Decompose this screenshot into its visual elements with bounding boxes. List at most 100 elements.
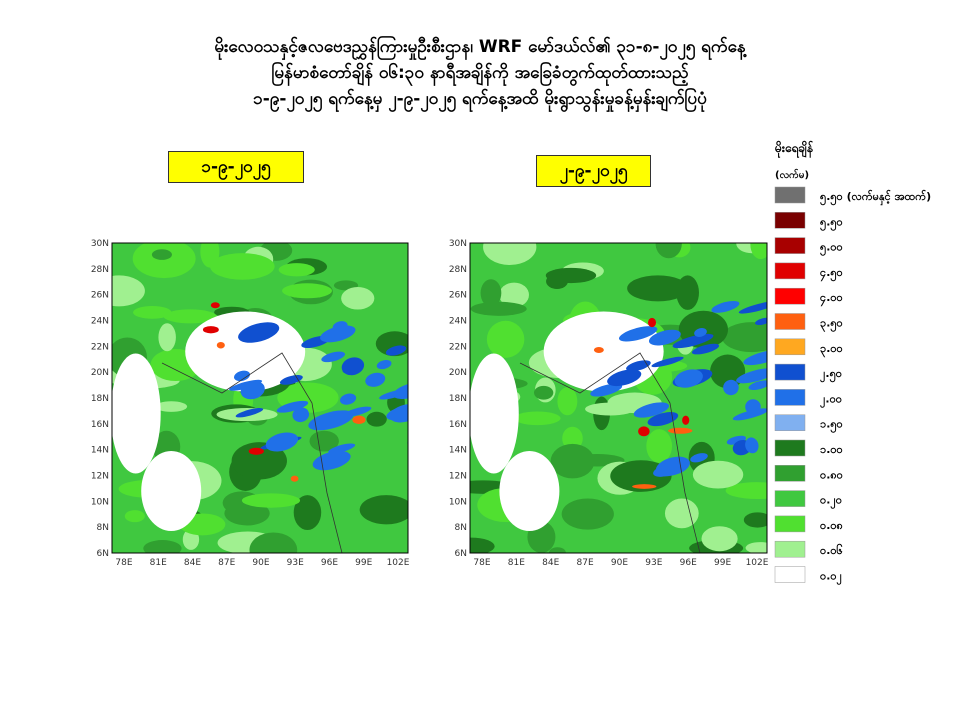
legend-swatch [774, 262, 806, 280]
rain-area [293, 495, 322, 531]
rain-area [664, 498, 699, 529]
lat-label: 20N [449, 368, 467, 378]
rain-area [132, 243, 196, 279]
heavy-rain [341, 357, 365, 376]
heavy-rain [748, 380, 767, 390]
rain-area [745, 542, 767, 553]
legend-swatch [774, 389, 806, 406]
heavy-rain [672, 333, 714, 349]
title-line: မြန်မာစံတော်ချိန် ၀၆:၃၀ နာရီအချိန်ကို အခ… [271, 63, 689, 83]
extreme-rain [648, 317, 657, 328]
heavy-rain [235, 408, 264, 418]
heavy-rain [674, 369, 703, 388]
lon-label: 87E [218, 558, 235, 568]
legend-swatch [774, 212, 806, 229]
rain-area [676, 275, 699, 310]
heavy-rain [743, 349, 767, 366]
heavy-rain [659, 465, 688, 477]
lon-label: 81E [150, 558, 167, 568]
coastline [161, 352, 343, 553]
map-frame [469, 242, 768, 554]
heavy-rain [321, 351, 346, 363]
heavy-rain [633, 402, 670, 418]
heavy-rain [694, 328, 707, 337]
legend-title: မိုးရေချိန် [774, 139, 814, 159]
legend-swatch [774, 465, 806, 482]
rain-area [557, 387, 578, 416]
lon-label: 78E [115, 558, 132, 568]
lon-label: 90E [611, 558, 628, 568]
rain-area [209, 253, 275, 280]
lat-label: 20N [91, 368, 109, 378]
legend-swatch [774, 363, 806, 381]
date-label: ၂-၉-၂၀၂၅ [536, 155, 651, 187]
lat-label: 14N [449, 446, 467, 456]
legend-label: ၄.၅၀ [820, 266, 843, 282]
heavy-rain [365, 372, 386, 387]
rain-area [224, 501, 270, 526]
heavy-rain [328, 443, 356, 454]
dry-area [141, 451, 202, 531]
extreme-rain [202, 326, 219, 334]
extreme-rain [593, 346, 604, 353]
extreme-rain [352, 415, 366, 425]
legend-label: ၃.၅၀ [820, 317, 843, 333]
rain-area [470, 301, 527, 316]
heavy-rain [407, 431, 408, 450]
legend-label: ၀.၀၆ [820, 544, 843, 557]
legend-swatch [774, 515, 806, 533]
rain-area [241, 493, 301, 508]
dry-area [470, 353, 519, 474]
heavy-rain [265, 432, 299, 452]
rain-area [483, 243, 537, 265]
lat-label: 30N [449, 239, 467, 249]
lon-label: 93E [645, 558, 662, 568]
rain-area [562, 426, 583, 451]
heavy-rain [229, 379, 263, 391]
legend-swatch [774, 338, 806, 356]
heavy-rain [308, 410, 354, 431]
rain-area [143, 540, 182, 553]
lat-label: 8N [97, 523, 109, 533]
heavy-rain [723, 379, 739, 396]
heavy-rain [732, 408, 767, 421]
legend-label: ၁.၀၀ [820, 443, 843, 456]
lon-label: 102E [746, 558, 769, 568]
heavy-rain [736, 368, 767, 384]
heavy-rain [292, 407, 310, 423]
rain-area [486, 320, 525, 358]
rain-area [546, 273, 568, 290]
lat-label: 24N [91, 317, 109, 327]
rain-area [750, 243, 767, 260]
legend-label: ၀.၀၂ [820, 570, 843, 586]
heavy-rain [618, 326, 658, 342]
date-label: ၁-၉-၂၀၂၅ [168, 151, 304, 183]
legend-label: ၄.၀၀ [820, 291, 843, 307]
lat-label: 8N [455, 523, 467, 533]
rain-map [112, 243, 408, 553]
dry-area [499, 451, 560, 531]
lon-label: 99E [355, 558, 372, 568]
rain-area [499, 282, 529, 308]
extreme-rain [210, 302, 220, 309]
lat-label: 14N [91, 446, 109, 456]
extreme-rain [216, 341, 225, 349]
legend-label: ၃.၀၀ [820, 342, 843, 358]
lat-label: 28N [91, 265, 109, 275]
lat-label: 24N [449, 317, 467, 327]
heavy-rain [626, 360, 651, 372]
legend-swatch [774, 414, 806, 431]
lat-label: 22N [449, 342, 467, 352]
lon-label: 90E [252, 558, 269, 568]
lon-label: 93E [287, 558, 304, 568]
legend-label: ၀.၂၀ [820, 494, 842, 510]
heavy-rain [407, 381, 408, 393]
rain-area [533, 385, 554, 400]
legend-label: ၅.၀၀ [820, 241, 843, 257]
legend-label: ၂.၀၀ [820, 392, 842, 408]
rain-area [366, 411, 387, 427]
rain-area [646, 429, 673, 463]
extreme-rain [682, 415, 690, 425]
lon-label: 87E [577, 558, 594, 568]
